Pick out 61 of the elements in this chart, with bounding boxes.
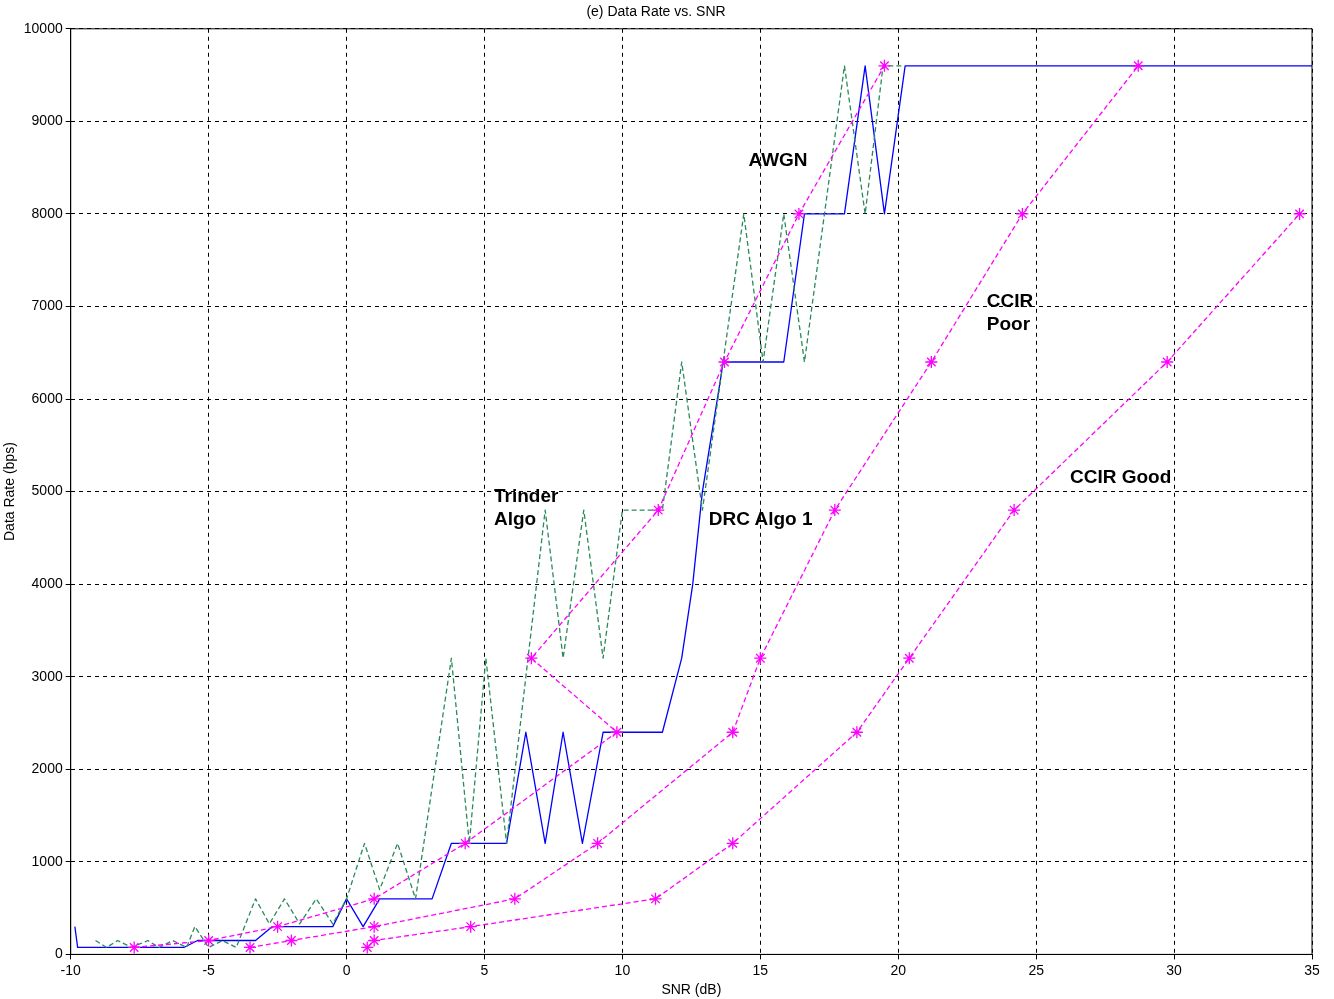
annotation: CCIR Poor [986,290,1034,335]
point [590,836,605,850]
x-tick-label: -10 [60,961,82,978]
annotation: AWGN [748,149,808,171]
y-tick-label: 10000 [23,19,63,36]
x-tick-label: -5 [202,961,216,978]
point [726,725,740,739]
point [902,651,916,665]
x-tick-label: 30 [1166,961,1183,978]
point [1160,355,1174,369]
point [1292,207,1307,221]
annotation: DRC Algo 1 [708,507,813,529]
point [360,940,374,955]
annotation: Trinder Algo [494,485,560,530]
x-tick-label: 25 [1028,961,1045,978]
point [792,207,806,221]
annotation: CCIR Good [1069,465,1172,487]
x-tick-label: 5 [480,961,489,978]
y-tick-label: 4000 [31,575,63,592]
x-tick-label: 35 [1304,961,1320,978]
point [127,940,141,955]
y-tick-label: 3000 [31,667,63,684]
point [726,836,740,850]
x-tick-label: 15 [752,961,769,978]
point [367,919,381,934]
y-tick-label: 0 [54,945,63,962]
point [1007,503,1021,517]
y-tick-label: 8000 [31,204,63,221]
point [877,59,892,73]
x-tick-label: 0 [342,961,351,978]
x-tick-label: 20 [890,961,907,978]
point [508,892,522,906]
point [524,651,539,665]
point [464,919,478,934]
y-tick-label: 1000 [31,852,63,869]
point [1015,207,1030,221]
point [270,919,285,934]
point [284,933,299,948]
point [367,933,381,948]
point [717,355,732,369]
point [610,725,624,739]
y-tick-label: 2000 [31,760,63,777]
x-tick-label: 10 [614,961,631,978]
chart-title: (e) Data Rate vs. SNR [586,3,726,20]
point [753,651,767,665]
point [651,503,665,517]
point [367,892,381,906]
point [648,892,663,906]
point [1131,59,1145,73]
y-axis-title: Data Rate (bps) [1,442,18,542]
x-axis-title: SNR (dB) [661,981,722,998]
point [924,355,938,369]
point [850,725,864,739]
y-tick-label: 5000 [31,482,63,499]
y-tick-label: 7000 [31,297,63,314]
point [458,836,472,850]
point [243,940,257,955]
y-tick-label: 6000 [31,389,63,406]
point [828,503,842,517]
y-tick-label: 9000 [31,112,63,129]
point [202,933,216,948]
